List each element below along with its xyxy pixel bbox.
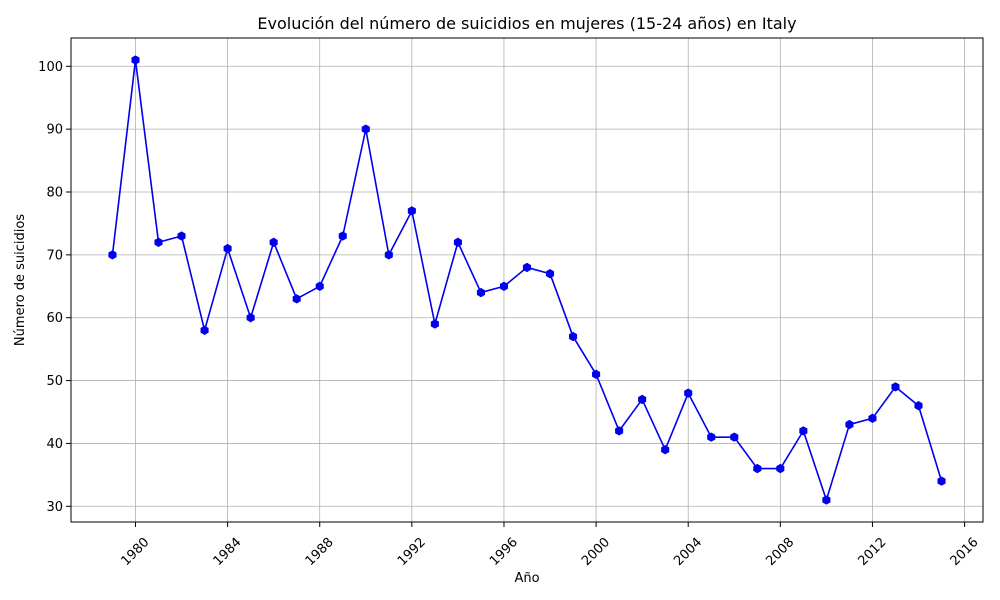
- data-point: [453, 237, 462, 247]
- x-axis-label: Año: [514, 571, 539, 586]
- y-tick-label: 40: [46, 437, 63, 452]
- data-point: [223, 243, 232, 254]
- data-point: [914, 401, 923, 411]
- data-point: [430, 319, 439, 329]
- data-point: [108, 250, 117, 260]
- data-point: [246, 313, 255, 323]
- data-point: [937, 476, 946, 486]
- data-point: [684, 388, 693, 398]
- y-axis-label: Número de suicidios: [13, 214, 28, 346]
- data-point: [707, 432, 716, 442]
- y-axis-ticks: 30 40 50 60 70 80 90 100: [38, 60, 71, 515]
- data-series: [108, 55, 946, 505]
- data-point: [730, 432, 739, 442]
- data-point: [499, 281, 509, 291]
- data-point: [200, 325, 209, 335]
- data-point: [615, 426, 624, 436]
- data-point: [868, 413, 877, 423]
- y-tick-label: 90: [46, 123, 63, 138]
- y-tick-label: 80: [46, 186, 63, 201]
- data-point: [177, 231, 186, 241]
- data-point: [292, 294, 301, 304]
- y-tick-label: 50: [46, 374, 63, 389]
- data-point: [269, 237, 278, 247]
- grid-lines: [71, 38, 983, 522]
- data-point: [638, 394, 647, 405]
- y-tick-label: 60: [46, 311, 63, 326]
- data-point: [776, 463, 785, 474]
- data-point: [845, 419, 854, 430]
- data-point: [822, 495, 831, 505]
- data-point: [154, 237, 163, 247]
- data-point: [338, 231, 347, 241]
- data-point: [753, 463, 762, 474]
- data-point: [361, 124, 370, 134]
- plot-area-background: [71, 38, 983, 522]
- data-point: [661, 445, 670, 455]
- chart-title: Evolución del número de suicidios en muj…: [257, 14, 796, 33]
- data-point: [522, 262, 532, 273]
- y-tick-label: 100: [38, 60, 63, 75]
- data-point: [799, 426, 808, 436]
- data-point: [545, 269, 555, 279]
- data-point: [592, 369, 601, 379]
- data-point: [891, 382, 900, 392]
- data-point: [315, 281, 324, 291]
- y-tick-label: 30: [46, 500, 63, 515]
- y-tick-label: 70: [46, 248, 63, 263]
- data-point: [569, 331, 578, 342]
- data-point: [131, 55, 140, 65]
- data-point: [384, 250, 393, 260]
- data-point: [476, 287, 485, 298]
- data-point: [407, 206, 416, 216]
- plot-frame: [70, 37, 984, 523]
